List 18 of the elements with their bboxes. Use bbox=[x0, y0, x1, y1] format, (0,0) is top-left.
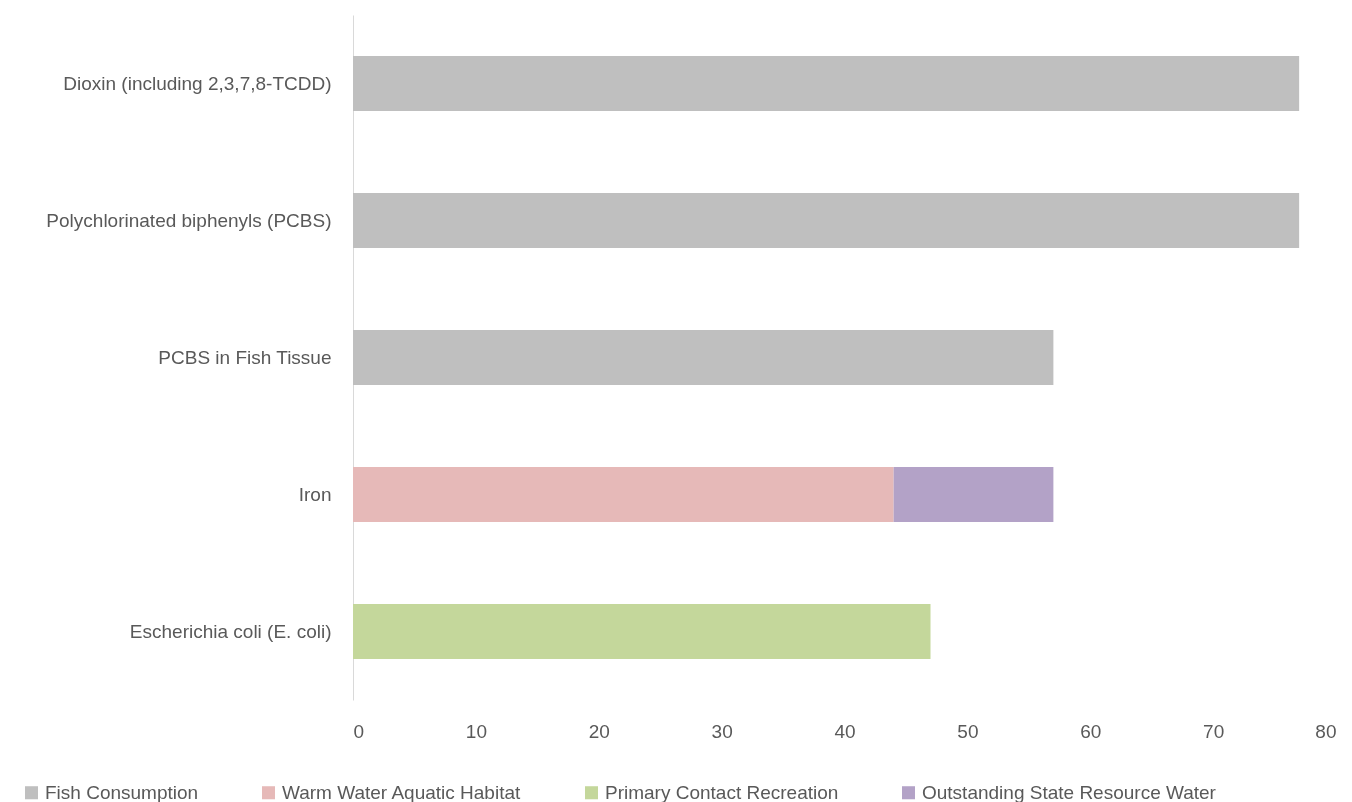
y-tick-label: PCBS in Fish Tissue bbox=[158, 346, 332, 368]
x-tick-label: 10 bbox=[465, 720, 487, 742]
y-tick-label: Escherichia coli (E. coli) bbox=[129, 620, 332, 642]
legend-label: Fish Consumption bbox=[45, 781, 199, 802]
y-tick-label: Dioxin (including 2,3,7,8-TCDD) bbox=[63, 72, 332, 94]
legend-label: Outstanding State Resource Water bbox=[922, 781, 1217, 802]
legend-label: Primary Contact Recreation bbox=[605, 781, 839, 802]
x-tick-label: 70 bbox=[1203, 720, 1225, 742]
x-tick-label: 60 bbox=[1080, 720, 1102, 742]
legend-label: Warm Water Aquatic Habitat bbox=[282, 781, 521, 802]
y-tick-label: Polychlorinated biphenyls (PCBS) bbox=[46, 209, 332, 231]
y-tick-label: Iron bbox=[298, 483, 332, 505]
x-tick-label: 20 bbox=[588, 720, 610, 742]
x-tick-label: 30 bbox=[711, 720, 733, 742]
x-tick-label: 40 bbox=[834, 720, 856, 742]
x-tick-label: 80 bbox=[1315, 720, 1337, 742]
x-tick-label: 0 bbox=[353, 720, 365, 742]
x-tick-label: 50 bbox=[957, 720, 979, 742]
